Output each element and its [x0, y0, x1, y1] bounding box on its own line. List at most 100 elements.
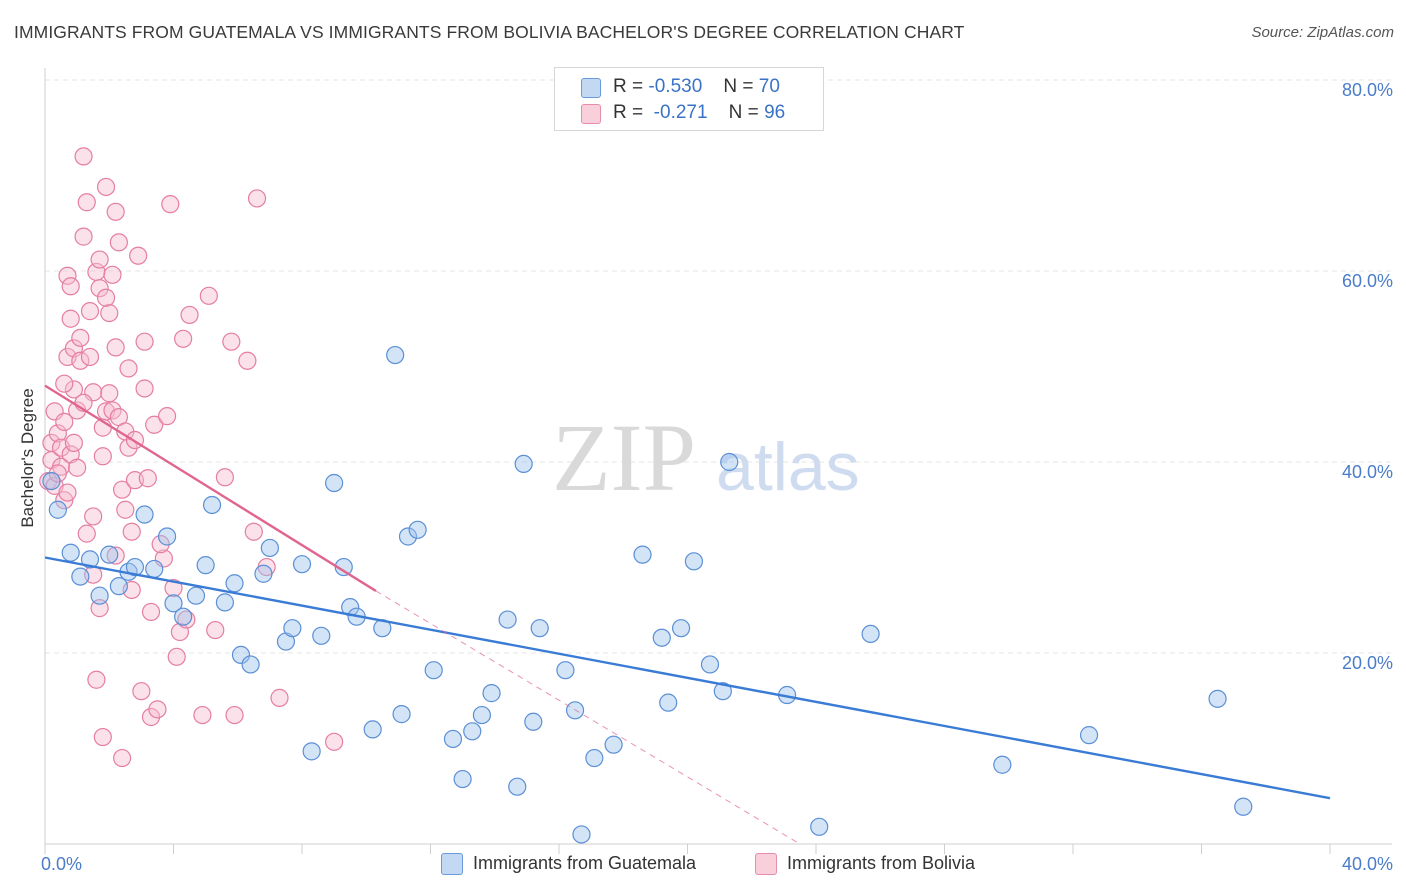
y-tick-label: 40.0% [1342, 462, 1393, 482]
legend-r-value: -0.530 [648, 76, 703, 97]
bolivia-trend-line [44, 384, 377, 592]
bolivia-point [193, 705, 212, 725]
bolivia-point [238, 351, 257, 370]
bolivia-point [96, 288, 116, 307]
guatemala-point [424, 661, 443, 680]
y-tick-label: 20.0% [1342, 653, 1393, 673]
chart-title: IMMIGRANTS FROM GUATEMALA VS IMMIGRANTS … [14, 22, 965, 42]
bolivia-point [145, 415, 164, 434]
bolivia-point [90, 599, 109, 618]
bolivia-point [80, 302, 100, 321]
bolivia-point [93, 447, 112, 466]
guatemala-point [408, 520, 427, 539]
guatemala-point [392, 705, 411, 724]
legend-r-value: -0.271 [653, 102, 708, 123]
guatemala-point [100, 545, 119, 564]
bolivia-point [55, 412, 74, 431]
guatemala-point [585, 748, 604, 768]
guatemala-point [398, 527, 418, 546]
bolivia-point [93, 727, 112, 747]
bolivia-point [80, 347, 100, 367]
guatemala-point [604, 735, 623, 754]
bolivia-point [138, 469, 157, 488]
bolivia-point [135, 332, 154, 351]
bolivia-point [199, 286, 218, 305]
guatemala-point [861, 624, 880, 644]
legend-n-label: N = [728, 102, 759, 123]
bolivia-point [58, 266, 77, 285]
watermark-zip: ZIP [552, 404, 696, 511]
bolivia-point [164, 578, 183, 598]
guatemala-point [443, 729, 463, 749]
legend-r-label: R = [613, 102, 644, 123]
legend-swatch-guatemala [581, 78, 601, 98]
bolivia-point [90, 250, 109, 269]
guatemala-point [810, 817, 829, 836]
legend-swatch-bolivia [581, 104, 601, 124]
tick-labels: 20.0% 40.0% 60.0% 80.0% 0.0% 40.0% [41, 80, 1393, 874]
guatemala-point [145, 559, 164, 579]
guatemala-point [556, 661, 575, 680]
bolivia-point [74, 227, 93, 246]
guatemala-point [514, 454, 533, 474]
guatemala-point [196, 556, 215, 575]
legend-n-label: N = [723, 76, 754, 97]
guatemala-trend-line [44, 556, 1331, 800]
guatemala-point [659, 693, 678, 712]
bolivia-point [64, 433, 84, 452]
bottom-legend-label-guatemala: Immigrants from Guatemala [473, 853, 697, 873]
guatemala-point [482, 684, 501, 703]
bolivia-point [215, 468, 234, 487]
legend-n-value: 70 [758, 76, 780, 97]
bolivia-point [225, 705, 244, 725]
bolivia-point [135, 379, 154, 398]
bolivia-point [48, 424, 67, 443]
legend-r-label: R = [613, 76, 644, 97]
bolivia-point [151, 535, 170, 554]
guatemala-point [186, 586, 206, 605]
guatemala-point [671, 619, 691, 638]
guatemala-point [231, 645, 251, 665]
bolivia-point [61, 309, 80, 328]
guatemala-point [202, 495, 222, 515]
bolivia-point [106, 546, 125, 565]
bolivia-point [77, 193, 96, 212]
bolivia-points [39, 147, 344, 768]
guatemala-point [524, 712, 543, 731]
bolivia-point [270, 688, 289, 707]
bolivia-point [58, 483, 77, 502]
bolivia-point [141, 602, 161, 622]
bolivia-point [87, 670, 106, 689]
bolivia-point [222, 332, 241, 351]
guatemala-point [157, 527, 177, 546]
guatemala-point [1234, 797, 1253, 816]
guatemala-point [80, 550, 100, 569]
bolivia-point [106, 202, 125, 221]
y-axis-label: Bachelor's Degree [18, 388, 37, 527]
guatemala-point [386, 345, 405, 365]
guatemala-point [42, 472, 61, 491]
guatemala-point [215, 593, 234, 612]
legend-n-value: 96 [764, 102, 786, 123]
guatemala-point [498, 610, 517, 629]
guatemala-point [572, 825, 591, 844]
guatemala-point [283, 619, 302, 638]
guatemala-point [174, 607, 193, 626]
bottom-legend-swatch-guatemala [441, 853, 463, 875]
bolivia-point [206, 620, 225, 640]
guatemala-point [530, 619, 549, 638]
bolivia-point [148, 700, 167, 719]
guatemala-point [302, 742, 321, 761]
guatemala-point [363, 720, 382, 739]
bolivia-point [106, 338, 125, 357]
bolivia-point [132, 682, 151, 701]
guatemala-point [48, 500, 67, 519]
bolivia-point [119, 359, 138, 378]
guatemala-point [652, 628, 671, 647]
y-tick-label: 80.0% [1342, 80, 1393, 100]
bolivia-point [325, 732, 344, 751]
x-tick-label: 0.0% [41, 854, 82, 874]
bolivia-point [103, 401, 122, 420]
guatemala-point [90, 586, 109, 605]
